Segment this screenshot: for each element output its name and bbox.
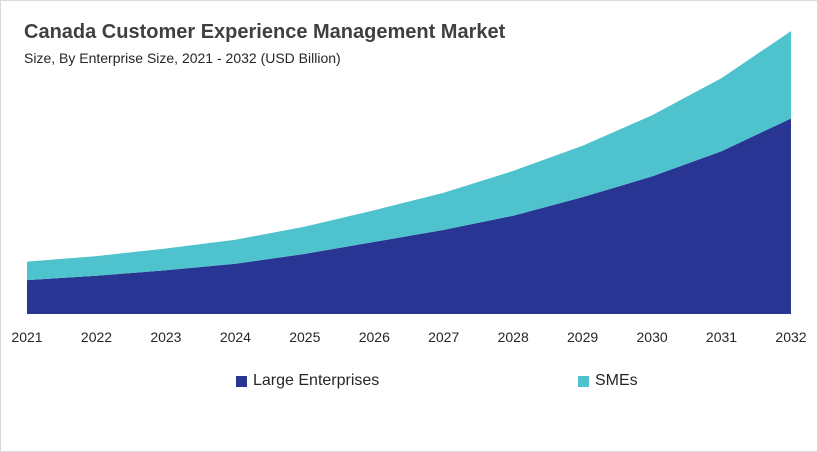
x-tick-label-2030: 2030 bbox=[637, 329, 668, 345]
chart-title: Canada Customer Experience Management Ma… bbox=[24, 21, 506, 43]
x-tick-label-2031: 2031 bbox=[706, 329, 737, 345]
x-tick-label-2025: 2025 bbox=[289, 329, 320, 345]
x-tick-label-2026: 2026 bbox=[359, 329, 390, 345]
chart-legend: Large Enterprises SMEs bbox=[0, 372, 818, 394]
chart-subtitle: Size, By Enterprise Size, 2021 - 2032 (U… bbox=[24, 50, 341, 66]
x-tick-label-2021: 2021 bbox=[11, 329, 42, 345]
x-tick-label-2032: 2032 bbox=[775, 329, 806, 345]
legend-label-smes: SMEs bbox=[595, 372, 638, 389]
legend-label-large-enterprises: Large Enterprises bbox=[253, 372, 380, 389]
legend-item-large-enterprises: Large Enterprises bbox=[236, 372, 379, 390]
x-tick-label-2028: 2028 bbox=[498, 329, 529, 345]
legend-swatch-large-enterprises bbox=[236, 375, 247, 387]
legend-swatch-smes bbox=[578, 375, 589, 387]
area-series-large-enterprises bbox=[27, 118, 791, 314]
x-tick-label-2024: 2024 bbox=[220, 329, 251, 345]
x-tick-label-2023: 2023 bbox=[150, 329, 181, 345]
x-tick-label-2027: 2027 bbox=[428, 329, 459, 345]
legend-item-smes: SMEs bbox=[578, 372, 638, 390]
x-tick-label-2022: 2022 bbox=[81, 329, 112, 345]
x-tick-label-2029: 2029 bbox=[567, 329, 598, 345]
area-series-smes bbox=[27, 31, 791, 281]
x-axis-ticks: 2021 2022 2023 2024 2025 2026 2027 2028 2029 2030… bbox=[11, 329, 806, 345]
chart-areas bbox=[27, 31, 791, 314]
